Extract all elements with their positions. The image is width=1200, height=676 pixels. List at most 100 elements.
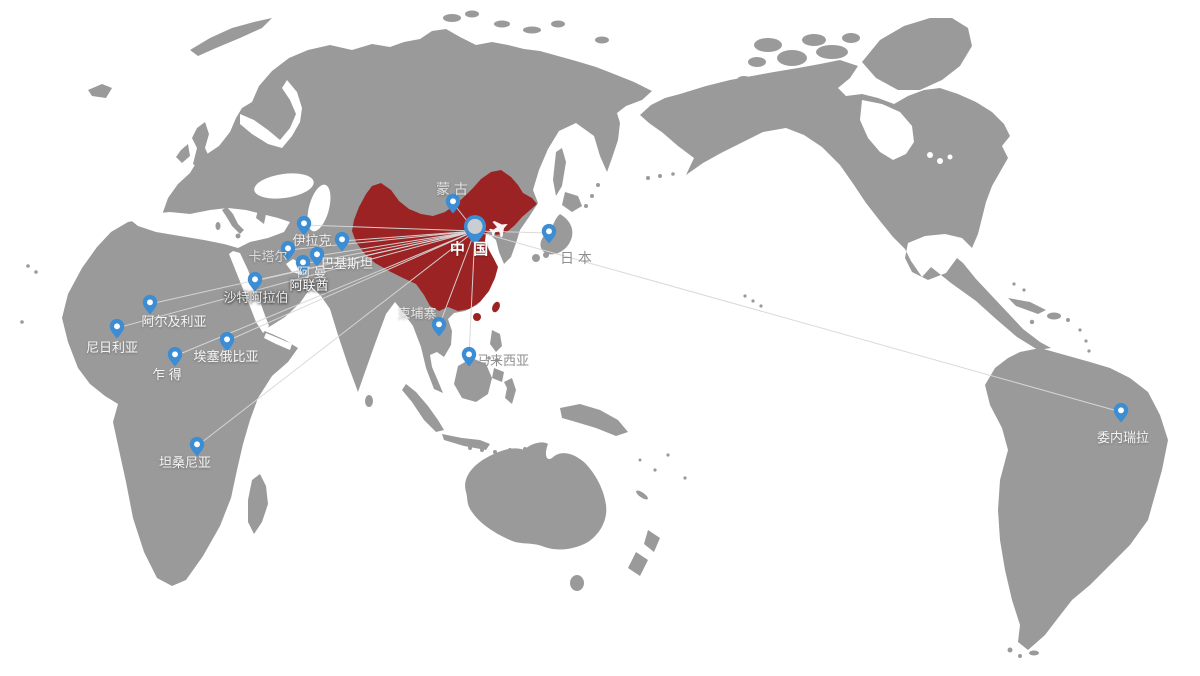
continent-australia: [465, 442, 607, 550]
pin-chad[interactable]: [167, 346, 183, 367]
label-iraq: 伊拉克: [292, 233, 331, 248]
island-sardinia: [215, 222, 221, 230]
route-china-iraq: [303, 224, 476, 232]
label-uae: 阿联酋: [289, 278, 328, 293]
pin-china[interactable]: [463, 215, 487, 245]
island-honshu: [540, 214, 573, 255]
island-sakhalin: [553, 148, 566, 196]
island-nz-south: [628, 552, 648, 576]
label-cambodia: 柬埔寨: [397, 306, 436, 321]
great-lakes: [927, 152, 933, 158]
china-region-group[interactable]: [352, 170, 537, 321]
route-china-cambodia: [438, 230, 476, 327]
label-venezuela: 委内瑞拉: [1097, 430, 1149, 445]
pin-venezuela[interactable]: [1113, 402, 1129, 423]
island-mindanao: [492, 368, 504, 382]
route-china-venezuela: [474, 230, 1122, 413]
island-greenland: [862, 18, 972, 90]
pin-japan[interactable]: [541, 223, 557, 244]
island-tasmania: [570, 575, 584, 591]
pin-algeria[interactable]: [142, 294, 158, 315]
route-china-qatar: [287, 230, 476, 251]
pin-oman[interactable]: [309, 246, 325, 267]
caspian-sea: [307, 184, 331, 232]
island-sulawesi: [504, 378, 516, 404]
label-malaysia: 马来西亚: [477, 353, 529, 368]
route-china-uae: [302, 230, 476, 265]
label-chad: 乍 得: [152, 367, 182, 382]
label-ethiopia: 埃塞俄比亚: [193, 349, 258, 364]
pin-uae[interactable]: [295, 254, 311, 275]
china-region[interactable]: [352, 170, 537, 311]
island-borneo: [454, 358, 492, 402]
label-algeria: 阿尔及利亚: [141, 314, 206, 329]
island-sicily: [235, 233, 241, 239]
island-svalbard: [190, 18, 272, 56]
mediterranean-sea: [128, 208, 290, 248]
peninsula-greece: [256, 210, 266, 224]
island-kyushu: [532, 254, 540, 262]
black-sea: [254, 173, 314, 199]
label-pakistan: 巴基斯坦: [321, 256, 373, 271]
continent-south-america: [985, 348, 1168, 650]
pin-cambodia[interactable]: [431, 316, 447, 337]
island-madagascar: [248, 474, 268, 534]
hudson-bay: [860, 100, 914, 160]
island-nz-north: [644, 530, 660, 552]
label-tanzania: 坦桑尼亚: [159, 455, 211, 470]
pin-iraq[interactable]: [296, 215, 312, 236]
label-oman: 阿 曼: [297, 265, 327, 280]
island-java: [442, 434, 490, 450]
island-new-caledonia: [636, 490, 648, 500]
airplane-icon: [488, 221, 508, 238]
island-new-guinea: [560, 404, 628, 436]
pin-nigeria[interactable]: [109, 318, 125, 339]
route-china-tanzania: [196, 230, 476, 447]
pin-pakistan[interactable]: [334, 231, 350, 252]
continent-eurasia-africa: [62, 29, 652, 586]
label-saudi: 沙特阿拉伯: [223, 290, 288, 305]
pin-qatar[interactable]: [280, 240, 296, 261]
gulf-of-aden: [264, 333, 292, 350]
island-hispaniola: [1047, 312, 1061, 320]
pin-saudi[interactable]: [247, 271, 263, 292]
route-china-ethiopia: [226, 230, 476, 342]
china-region-taiwan: [492, 301, 500, 313]
mediterranean-peninsulas: [215, 207, 266, 239]
pin-ethiopia[interactable]: [219, 331, 235, 352]
route-china-nigeria: [116, 230, 476, 329]
baltic-sea: [240, 80, 302, 148]
island-sri-lanka: [365, 395, 373, 407]
island-luzon: [490, 330, 502, 352]
island-great-britain: [192, 122, 211, 170]
island-jamaica: [1029, 319, 1035, 325]
route-china-pakistan: [341, 230, 476, 242]
location-markers: [109, 193, 1129, 457]
island-timor: [527, 448, 539, 456]
label-qatar: 卡塔尔: [248, 249, 287, 264]
continent-north-america: [640, 60, 1051, 350]
island-shikoku: [543, 252, 549, 258]
island-iceland: [88, 84, 112, 98]
route-china-oman: [316, 230, 476, 257]
island-puerto-rico: [1066, 318, 1070, 322]
pin-tanzania[interactable]: [189, 436, 205, 457]
route-china-japan: [474, 230, 550, 234]
route-china-malaysia: [468, 230, 476, 357]
island-hokkaido: [562, 192, 582, 212]
peninsula-italy: [222, 207, 244, 234]
route-lines: [116, 202, 1122, 447]
label-mongolia: 蒙 古: [436, 181, 468, 197]
island-cuba: [1008, 298, 1046, 314]
label-japan: 日 本: [560, 250, 592, 266]
route-china-algeria: [149, 230, 476, 305]
label-china-hub: 中 国: [450, 240, 490, 258]
island-sumatra: [402, 384, 444, 432]
china-region-hainan: [473, 313, 481, 321]
pin-mongolia[interactable]: [445, 193, 461, 214]
island-ireland: [176, 144, 190, 163]
pin-malaysia[interactable]: [461, 346, 477, 367]
world-map-land: [20, 10, 1168, 658]
